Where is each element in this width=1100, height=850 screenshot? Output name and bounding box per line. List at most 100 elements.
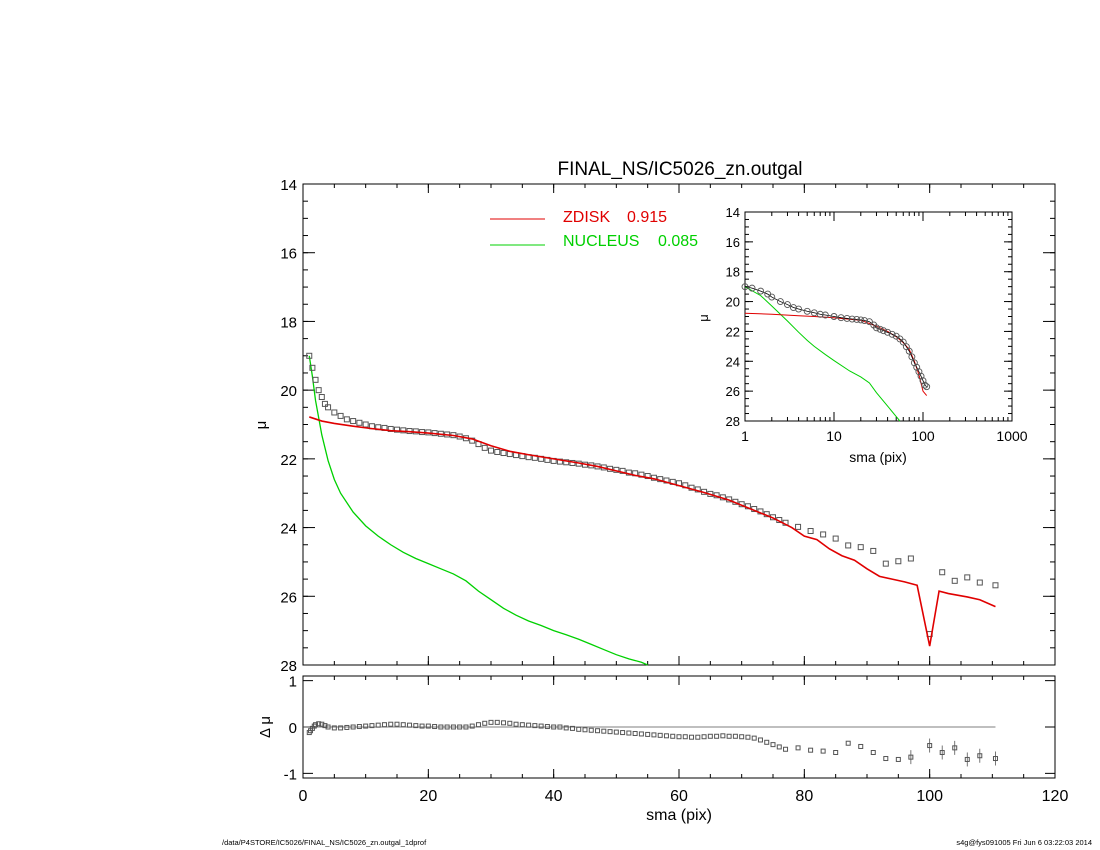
residual-y-tick-labels: -1 0 1 <box>284 674 297 784</box>
inset-data-point <box>880 327 887 335</box>
residual-point <box>964 756 970 762</box>
residual-point <box>557 724 563 730</box>
main-y-tick-label-3: 20 <box>280 383 297 400</box>
residual-point <box>482 720 488 726</box>
residual-point <box>757 737 763 743</box>
residual-point <box>369 723 375 729</box>
residual-point <box>394 721 400 727</box>
main-y-tick-label-2: 18 <box>280 314 297 331</box>
residual-point <box>739 734 745 740</box>
legend-nucleus-value: 0.085 <box>658 233 698 250</box>
main-y-tick-label-6: 26 <box>280 589 297 606</box>
inset-data-point <box>830 313 838 320</box>
residual-point <box>883 756 889 762</box>
residual-point <box>977 753 983 759</box>
residual-point <box>895 756 901 762</box>
residual-point <box>322 723 328 729</box>
inset-data-point <box>919 377 927 385</box>
data-point <box>907 555 914 562</box>
residual-point <box>319 721 325 727</box>
residual-point <box>732 733 738 739</box>
residual-point <box>689 734 695 740</box>
inset-data-point <box>741 283 749 291</box>
residual-point <box>770 742 776 748</box>
inset-data-point <box>921 381 929 389</box>
inset-y-tick-label-4: 22 <box>726 324 740 339</box>
residual-point <box>488 719 494 725</box>
nucleus-line <box>308 355 648 666</box>
inset-y-axis-label: μ <box>696 314 711 322</box>
residual-point <box>407 722 413 728</box>
residual-point <box>820 748 826 754</box>
inset-data-point <box>789 304 797 311</box>
residual-point <box>676 734 682 740</box>
inset-data-point <box>748 284 756 292</box>
residual-point <box>663 733 669 739</box>
residual-point <box>657 732 663 738</box>
inset-y-tick-label-2: 18 <box>726 265 740 280</box>
residual-point <box>532 723 538 729</box>
residual-point <box>638 731 644 737</box>
residual-point <box>714 733 720 739</box>
inset-data-point <box>876 325 884 333</box>
data-point <box>318 394 325 401</box>
data-point <box>362 421 369 428</box>
inset-data-point <box>908 353 916 361</box>
footer-timestamp: s4g@fys091005 Fri Jun 6 03:22:03 2014 <box>956 838 1092 847</box>
zdisk-line <box>309 416 996 647</box>
inset-data-point <box>913 363 921 371</box>
inset-ticks <box>744 211 1013 422</box>
residual-point <box>438 724 444 730</box>
residual-point <box>356 724 362 730</box>
residual-ticks <box>302 676 1056 778</box>
inset-y-tick-label-7: 28 <box>726 414 740 429</box>
data-point <box>992 582 999 589</box>
inset-background <box>745 212 1012 421</box>
data-point <box>895 558 902 565</box>
data-point <box>964 574 971 581</box>
data-point <box>857 544 864 551</box>
inset-x-tick-labels: 1 10 100 1000 <box>741 428 1028 444</box>
main-y-axis-label: μ <box>253 421 270 430</box>
inset-data-point <box>776 298 784 306</box>
main-y-tick-label-5: 24 <box>280 521 297 538</box>
data-point <box>563 459 570 466</box>
residual-point <box>808 747 814 753</box>
residual-point <box>501 720 507 726</box>
residual-point <box>870 750 876 755</box>
residual-point <box>601 728 607 734</box>
inset-y-tick-label-5: 24 <box>726 354 740 369</box>
data-point <box>845 542 852 549</box>
data-point <box>870 547 877 554</box>
main-y-tick-label-7: 28 <box>280 658 297 675</box>
residual-point <box>425 723 431 729</box>
data-point <box>306 352 313 359</box>
residual-point <box>313 722 319 728</box>
data-point <box>832 535 839 542</box>
residual-point <box>544 724 550 730</box>
residual-point <box>670 733 676 739</box>
inset-data-point <box>795 305 803 313</box>
data-point <box>951 577 958 584</box>
data-point <box>356 419 363 426</box>
legend-nucleus-name: NUCLEUS <box>563 233 639 250</box>
footer-file-path: /data/P4STORE/IC5026/FINAL_NS/IC5026_zn.… <box>222 838 427 847</box>
res-x-tick-label-6: 120 <box>1042 788 1069 805</box>
residual-point <box>858 743 864 749</box>
inset-data-point <box>917 372 925 380</box>
residual-point <box>707 733 713 739</box>
residual-point <box>576 726 582 732</box>
residual-point <box>569 725 575 731</box>
residual-point <box>375 722 381 728</box>
res-x-tick-label-2: 40 <box>545 788 563 805</box>
residual-point <box>331 725 337 731</box>
main-y-tick-label-4: 22 <box>280 452 297 469</box>
inset-data-point <box>848 315 856 323</box>
residual-point <box>526 722 532 728</box>
residual-point <box>992 756 998 762</box>
chart-title: FINAL_NS/IC5026_zn.outgal <box>557 159 802 180</box>
data-point <box>494 448 501 455</box>
inset-x-tick-label-0: 1 <box>741 428 749 444</box>
main-series <box>306 352 999 666</box>
